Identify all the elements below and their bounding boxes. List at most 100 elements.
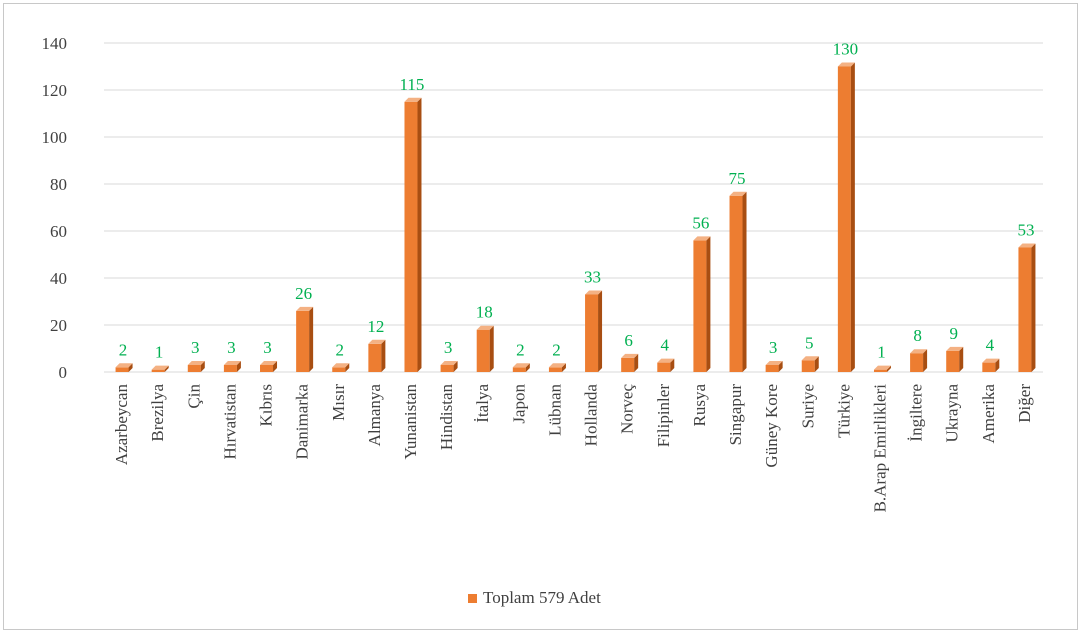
bar — [512, 363, 530, 372]
bar-top — [151, 365, 169, 370]
bar — [765, 360, 783, 372]
bar-front — [548, 367, 562, 372]
x-tick-label: Güney Kore — [762, 384, 781, 468]
data-label: 115 — [400, 75, 425, 94]
bar-side — [850, 62, 855, 372]
data-label: 8 — [913, 326, 922, 345]
bar-side — [778, 360, 783, 372]
bar-front — [621, 357, 635, 372]
bar — [621, 353, 639, 372]
bar-front — [585, 294, 599, 372]
x-tick-label: Kıbrıs — [257, 384, 276, 427]
bar — [729, 191, 747, 372]
bar-front — [440, 364, 454, 372]
data-label: 12 — [367, 317, 384, 336]
legend: Toplam 579 Adet — [468, 588, 601, 608]
bar-side — [706, 236, 711, 372]
bar — [332, 363, 350, 372]
x-tick-label: Norveç — [618, 384, 637, 434]
data-label: 2 — [516, 340, 525, 359]
data-label: 26 — [295, 284, 312, 303]
x-tick-label: Brezilya — [148, 384, 167, 442]
x-tick-label: Singapur — [726, 384, 745, 446]
bar — [368, 339, 386, 372]
x-tick-label: Rusya — [690, 384, 709, 427]
x-tick-label: Çin — [184, 384, 203, 409]
bar — [548, 363, 566, 372]
y-tick-label: 20 — [50, 316, 67, 335]
bar-side — [200, 360, 205, 372]
bar — [151, 365, 169, 372]
x-tick-label: Diğer — [1015, 384, 1034, 423]
bar-top — [693, 236, 711, 241]
x-tick-label: Lübnan — [545, 384, 564, 436]
data-label: 3 — [191, 338, 200, 357]
bar — [946, 346, 964, 372]
x-tick-label: Yunanistan — [401, 384, 420, 460]
y-tick-label: 120 — [42, 81, 68, 100]
bar — [187, 360, 205, 372]
bar-side — [128, 363, 133, 372]
bar-top — [1018, 243, 1036, 248]
bar-front — [260, 364, 274, 372]
bar — [837, 62, 855, 372]
bar-top — [621, 353, 639, 358]
bar-top — [837, 62, 855, 67]
bar-side — [995, 358, 1000, 372]
legend-swatch — [468, 593, 477, 603]
x-tick-label: Azarbeycan — [112, 384, 131, 466]
data-label: 130 — [833, 40, 859, 59]
data-label: 3 — [227, 338, 236, 357]
bar-side — [670, 358, 675, 372]
bar — [910, 349, 928, 372]
bar-top — [187, 360, 205, 365]
bar-side — [453, 360, 458, 372]
bar — [296, 306, 314, 372]
bar — [585, 290, 603, 372]
bar — [1018, 243, 1036, 372]
data-label: 4 — [661, 336, 670, 355]
bar-front — [115, 367, 129, 372]
bar-top — [115, 363, 133, 368]
bar-top — [873, 365, 891, 370]
bar-top — [729, 191, 747, 196]
bar-side — [814, 356, 819, 372]
bar-side — [236, 360, 241, 372]
data-label: 2 — [119, 340, 128, 359]
bar-side — [273, 360, 278, 372]
x-tick-label: Hollanda — [582, 384, 601, 447]
x-tick-label: Ukrayna — [943, 384, 962, 443]
bar-front — [1018, 247, 1032, 372]
data-label: 6 — [624, 331, 633, 350]
x-tick-label: Hindistan — [437, 384, 456, 451]
bar-top — [440, 360, 458, 365]
y-axis-ticks: 0 20 40 60 80 100 120 140 — [42, 34, 68, 382]
bar-top — [982, 358, 1000, 363]
bar-front — [982, 362, 996, 372]
bar-front — [404, 101, 418, 372]
bar-front — [332, 367, 346, 372]
x-axis-labels: Azarbeycan Brezilya Çin Hırvatistan Kıbrıs Da… — [112, 384, 1034, 513]
data-label: 3 — [263, 338, 272, 357]
bar-side — [561, 363, 566, 372]
x-tick-label: İtalya — [473, 384, 492, 423]
bar-side — [381, 339, 386, 372]
x-tick-label: Filipinler — [654, 384, 673, 448]
bar-side — [959, 346, 964, 372]
bar-side — [923, 349, 928, 372]
bar-top — [512, 363, 530, 368]
data-label: 2 — [552, 340, 561, 359]
bar — [982, 358, 1000, 372]
bar-front — [512, 367, 526, 372]
bar-front — [765, 364, 779, 372]
y-tick-label: 140 — [42, 34, 68, 53]
bar-side — [525, 363, 530, 372]
x-tick-label: Mısır — [329, 384, 348, 421]
bar — [260, 360, 278, 372]
bar-top — [657, 358, 675, 363]
x-tick-label: İngiltere — [907, 384, 926, 442]
bar — [115, 363, 133, 372]
bar-front — [837, 66, 851, 372]
bar-front — [476, 329, 490, 372]
